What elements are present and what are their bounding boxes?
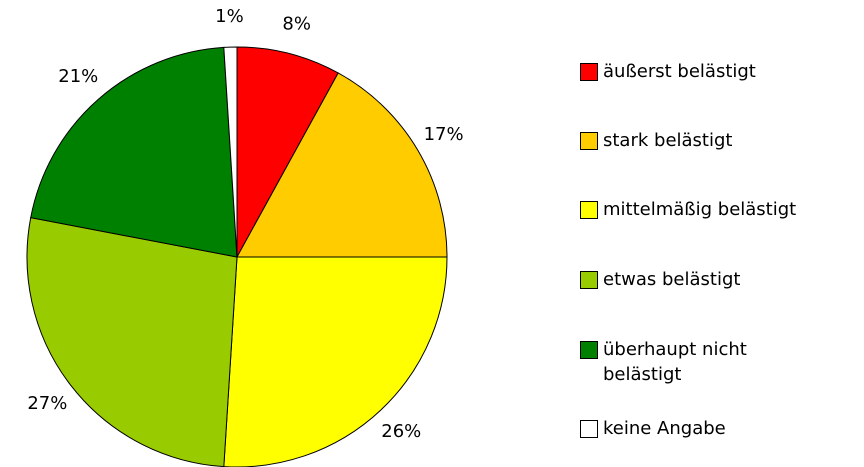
pie-area: 8% 17% 26% 27% 21% 1%	[26, 6, 464, 467]
data-label: 21%	[58, 66, 98, 87]
legend-item: etwas belästigt	[580, 267, 864, 292]
legend-swatch	[580, 271, 598, 289]
legend-item: äußerst belästigt	[580, 59, 864, 84]
legend-swatch	[580, 420, 598, 438]
legend-label: etwas belästigt	[603, 269, 741, 290]
pie-slice	[236, 72, 448, 258]
legend-label: äußerst belästigt	[603, 61, 756, 82]
pie-slice	[26, 217, 238, 467]
data-label: 27%	[27, 393, 67, 414]
pie-slice	[223, 256, 448, 467]
data-label: 8%	[282, 14, 311, 35]
legend-label: stark belästigt	[603, 130, 733, 151]
data-label: 1%	[215, 6, 244, 27]
legend-item: stark belästigt	[580, 128, 864, 153]
legend-label: keine Angabe	[603, 418, 726, 439]
legend-swatch	[580, 132, 598, 150]
data-label: 26%	[381, 421, 421, 442]
pie-slice	[236, 46, 339, 258]
legend-item: überhaupt nicht belästigt	[580, 337, 864, 387]
data-label: 17%	[424, 124, 464, 145]
legend-item: keine Angabe	[580, 416, 864, 441]
pie-slice	[30, 46, 238, 258]
legend-label: überhaupt nicht belästigt	[603, 339, 747, 385]
legend-swatch	[580, 341, 598, 359]
legend-swatch	[580, 201, 598, 219]
legend-item: mittelmäßig belästigt	[580, 197, 864, 222]
legend-label: mittelmäßig belästigt	[603, 199, 797, 220]
pie-slice	[223, 46, 238, 258]
legend-swatch	[580, 63, 598, 81]
